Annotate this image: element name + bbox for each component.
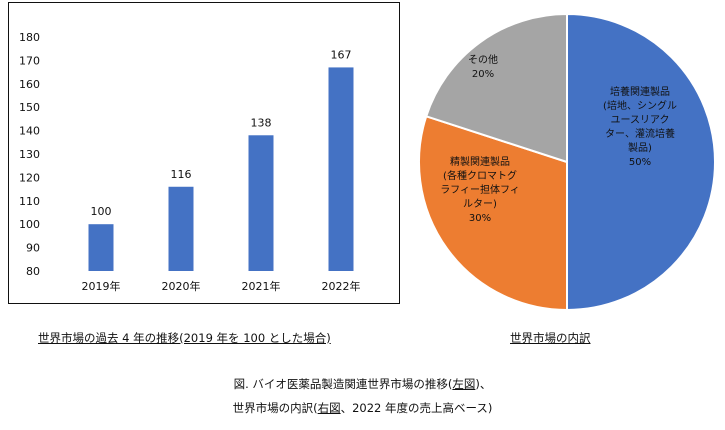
x-tick-label: 2022年 — [322, 279, 361, 293]
pie-slice — [424, 12, 568, 164]
y-tick-label: 90 — [26, 242, 40, 255]
y-tick-label: 120 — [19, 171, 40, 184]
slice-label: 製品) — [628, 141, 652, 154]
y-tick-label: 100 — [19, 218, 40, 231]
bar-chart-panel: 80 90 100 110 120 130 140 150 160 170 180 100 2019年 1… — [8, 2, 400, 304]
pie-slice — [566, 12, 716, 312]
bar-chart-caption: 世界市場の過去 4 年の推移(2019 年を 100 とした場合) — [38, 331, 331, 345]
slice-label: ユースリアク — [611, 114, 670, 126]
data-label: 167 — [331, 48, 352, 61]
y-tick-label: 130 — [19, 148, 40, 161]
figure-caption-line2-after: 、2022 年度の売上高ベース) — [340, 401, 493, 415]
data-label: 116 — [171, 168, 192, 181]
x-tick-label: 2021年 — [242, 279, 281, 293]
figure-caption-line2: 世界市場の内訳(右図、2022 年度の売上高ベース) — [0, 400, 725, 416]
bar — [328, 67, 354, 271]
y-tick-label: 170 — [19, 54, 40, 67]
slice-label: その他 — [468, 53, 498, 66]
slice-label: (各種クロマトグ — [443, 169, 517, 182]
data-label: 138 — [251, 116, 272, 129]
figure-caption-line1: 図. バイオ医薬品製造関連世界市場の推移(左図)、 — [0, 376, 725, 392]
figure-caption-line1-after: )、 — [475, 377, 492, 391]
slice-label: 精製関連製品 — [450, 155, 510, 168]
figure-caption-line1-before: 図. バイオ医薬品製造関連世界市場の推移( — [233, 377, 453, 391]
y-tick-label: 150 — [19, 101, 40, 114]
slice-label: ラフィー担体フィ — [440, 184, 520, 196]
slice-label: ター、灌流培養 — [605, 127, 675, 140]
x-tick-label: 2020年 — [162, 279, 201, 293]
bar-chart: 80 90 100 110 120 130 140 150 160 170 180 100 2019年 1… — [19, 31, 361, 293]
slice-value-label: 20% — [472, 69, 494, 80]
pie-chart-caption: 世界市場の内訳 — [510, 331, 591, 345]
slice-label: 培養関連製品 — [610, 85, 670, 98]
y-tick-label: 160 — [19, 78, 40, 91]
slice-value-label: 30% — [469, 213, 491, 224]
y-tick-label: 140 — [19, 125, 40, 138]
bar — [248, 135, 274, 271]
y-tick-label: 180 — [19, 31, 40, 44]
x-tick-label: 2019年 — [82, 279, 121, 293]
y-tick-label: 80 — [26, 265, 40, 278]
data-label: 100 — [91, 205, 112, 218]
bar — [168, 186, 194, 271]
y-tick-label: 110 — [19, 195, 40, 208]
bar — [88, 224, 114, 271]
slice-label: (培地、シングル — [603, 99, 677, 112]
figure-caption-line2-before: 世界市場の内訳( — [232, 401, 318, 415]
slice-value-label: 50% — [629, 157, 651, 168]
figure-caption-left-ref: 左図 — [452, 377, 476, 391]
slice-label: ルター) — [463, 198, 497, 210]
figure-caption-right-ref: 右図 — [317, 401, 341, 415]
pie-slice — [418, 115, 568, 312]
